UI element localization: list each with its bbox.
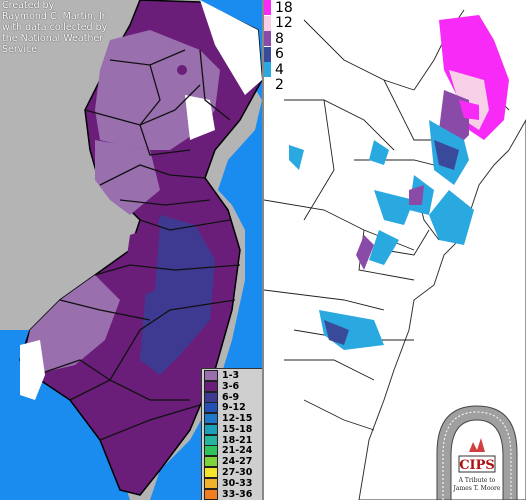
legend-row: 21-24 — [204, 445, 262, 457]
legend-swatch — [264, 46, 271, 62]
legend-swatch — [204, 445, 218, 457]
snow-shading — [289, 15, 509, 350]
cips-seal: CIPS A Tribute to James T. Moore — [436, 405, 518, 500]
legend-row: 30-33 — [204, 477, 262, 489]
northeast-snowfall-map: 18 12 8 6 4 2 CIPS A Tribute to James T.… — [264, 0, 526, 500]
svg-text:James T. Moore: James T. Moore — [453, 485, 501, 492]
legend-swatch — [264, 0, 271, 16]
ne-legend: 18 12 8 6 4 2 — [264, 0, 294, 93]
legend-row: 18-21 — [204, 434, 262, 446]
legend-row: 6 — [264, 46, 294, 62]
legend-swatch — [204, 467, 218, 479]
legend-swatch — [204, 456, 218, 468]
northeast-map-graphic — [264, 9, 526, 500]
legend-swatch — [204, 488, 218, 500]
legend-swatch — [204, 380, 218, 392]
legend-row: 4 — [264, 62, 294, 78]
legend-swatch — [264, 62, 271, 78]
nj-map-graphic — [0, 0, 262, 500]
legend-row: 9-12 — [204, 402, 262, 414]
legend-swatch — [204, 413, 218, 425]
legend-swatch — [264, 77, 271, 93]
legend-swatch — [204, 402, 218, 414]
nj-snowfall-map: Created by Raymond C. Martin, Jr. with d… — [0, 0, 262, 500]
cips-logo-letters: CIPS — [459, 458, 495, 473]
legend-row: 12 — [264, 15, 294, 31]
legend-swatch — [204, 423, 218, 435]
legend-row: 15-18 — [204, 423, 262, 435]
map-credit: Created by Raymond C. Martin, Jr. with d… — [2, 0, 108, 55]
legend-row: 27-30 — [204, 467, 262, 479]
legend-row: 6-9 — [204, 391, 262, 403]
nj-legend: 1-3 3-6 6-9 9-12 12-15 15-18 18-21 21-24… — [201, 368, 262, 500]
legend-row: 1-3 — [204, 369, 262, 381]
cips-logo: CIPS A Tribute to James T. Moore — [429, 398, 525, 500]
legend-swatch — [264, 31, 271, 47]
legend-row: 12-15 — [204, 413, 262, 425]
legend-swatch — [204, 434, 218, 446]
legend-row: 8 — [264, 31, 294, 47]
legend-row: 18 — [264, 0, 294, 16]
legend-row: 24-27 — [204, 456, 262, 468]
legend-swatch — [204, 369, 218, 381]
legend-row: 2 — [264, 77, 294, 93]
legend-swatch — [204, 391, 218, 403]
county-lines — [44, 49, 241, 441]
legend-row: 33-36 — [204, 488, 262, 500]
legend-swatch — [204, 477, 218, 489]
legend-swatch — [264, 15, 271, 31]
svg-text:A Tribute to: A Tribute to — [458, 477, 496, 484]
panel-divider — [262, 0, 264, 500]
legend-row: 3-6 — [204, 380, 262, 392]
